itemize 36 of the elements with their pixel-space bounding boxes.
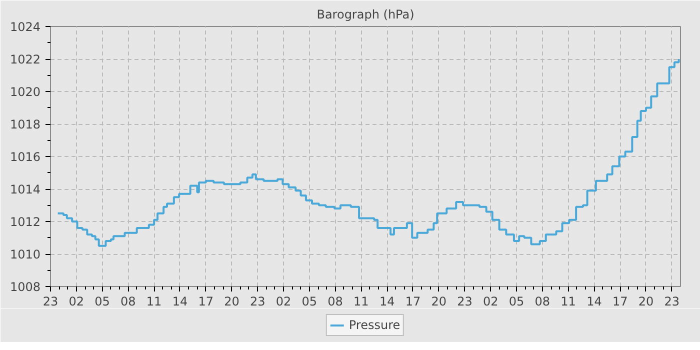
x-tick-label: 17 xyxy=(198,294,214,308)
y-tick-label: 1008 xyxy=(10,280,41,294)
y-tick-label: 1018 xyxy=(10,118,41,132)
x-tick-label: 14 xyxy=(586,294,602,308)
chart-title: Barograph (hPa) xyxy=(316,8,414,22)
x-tick-label: 20 xyxy=(638,294,654,308)
x-tick-label: 05 xyxy=(302,294,318,308)
x-tick-label: 11 xyxy=(560,294,576,308)
x-tick-label: 05 xyxy=(508,294,524,308)
x-tick-label: 17 xyxy=(405,294,421,308)
x-tick-label: 20 xyxy=(224,294,240,308)
x-tick-label: 08 xyxy=(534,294,550,308)
y-tick-label: 1010 xyxy=(10,248,41,262)
x-tick-label: 05 xyxy=(94,294,110,308)
legend-label: Pressure xyxy=(348,318,400,332)
x-tick-label: 23 xyxy=(457,294,472,308)
x-tick-label: 08 xyxy=(328,294,343,308)
x-tick-label: 14 xyxy=(379,294,395,308)
x-tick-label: 20 xyxy=(431,294,447,308)
y-tick-label: 1016 xyxy=(10,150,41,164)
x-tick-label: 23 xyxy=(42,294,58,308)
x-tick-label: 02 xyxy=(483,294,498,308)
y-tick-label: 1014 xyxy=(10,182,41,196)
y-tick-label: 1024 xyxy=(10,20,41,34)
x-tick-label: 11 xyxy=(354,294,369,308)
x-tick-label: 11 xyxy=(146,294,162,308)
x-tick-label: 14 xyxy=(172,294,188,308)
x-tick-label: 23 xyxy=(664,294,680,308)
x-tick-label: 02 xyxy=(68,294,84,308)
x-tick-label: 02 xyxy=(276,294,292,308)
y-tick-label: 1022 xyxy=(10,52,41,66)
y-tick-label: 1012 xyxy=(10,215,41,229)
x-tick-label: 17 xyxy=(612,294,628,308)
x-tick-label: 08 xyxy=(120,294,136,308)
y-tick-label: 1020 xyxy=(10,85,41,99)
x-tick-label: 23 xyxy=(250,294,266,308)
